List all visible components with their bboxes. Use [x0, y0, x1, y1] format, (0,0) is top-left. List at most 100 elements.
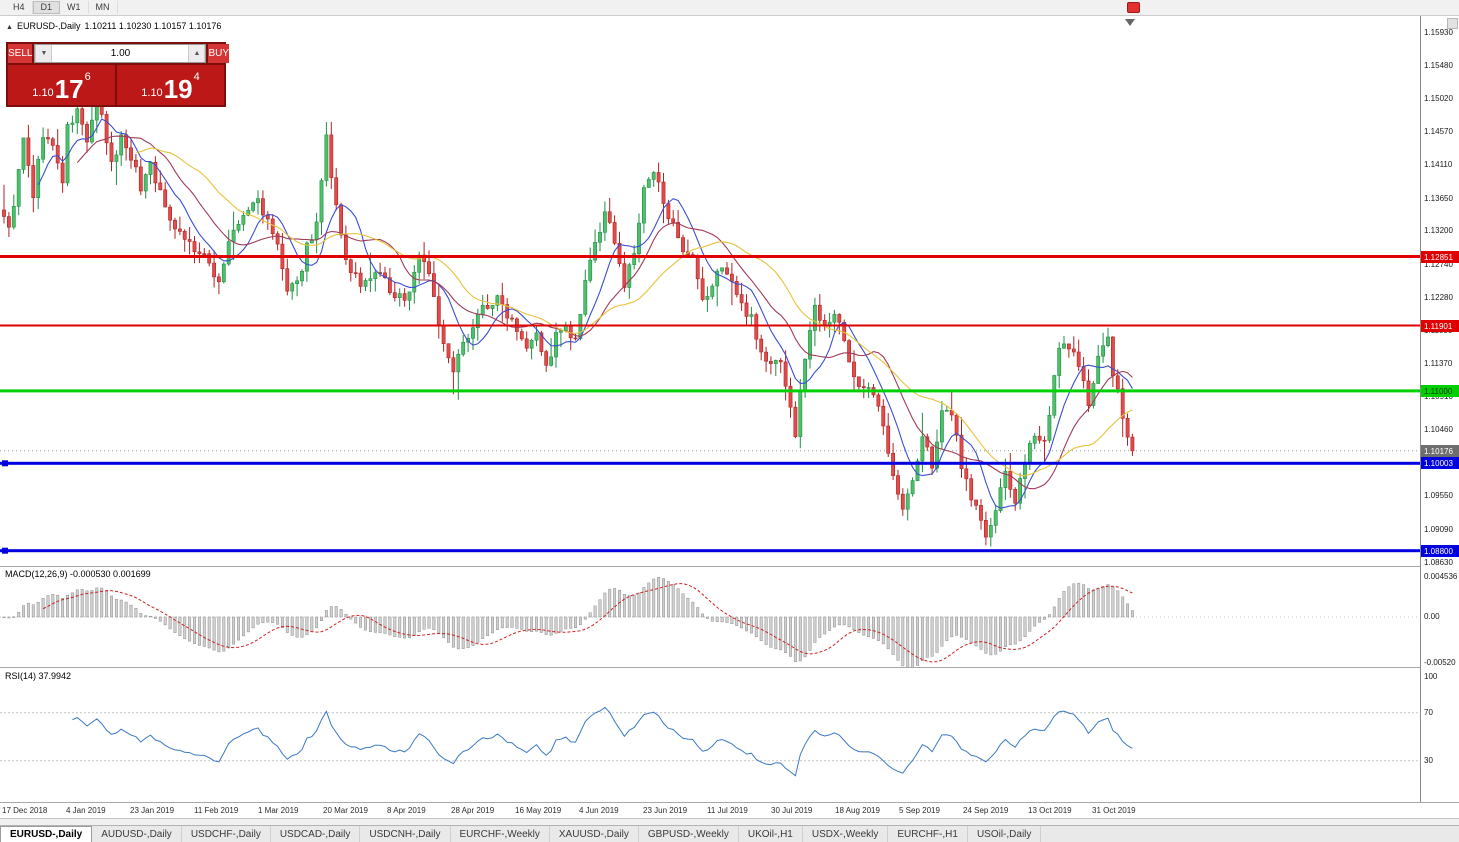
date-label: 20 Mar 2019: [323, 806, 368, 815]
timeframe-d1-button[interactable]: D1: [32, 1, 61, 14]
date-label: 5 Sep 2019: [899, 806, 940, 815]
collapse-panel-icon[interactable]: ▲: [6, 24, 13, 31]
horizontal-line-1.088[interactable]: [0, 549, 1420, 553]
chart-tab-bar: EURUSD-,Daily AUDUSD-,Daily USDCHF-,Daily U…: [0, 825, 1459, 842]
macd-scale-label: 0.004536: [1424, 572, 1458, 581]
timeframe-mn-button[interactable]: MN: [89, 1, 118, 14]
price-tick-label: 1.09550: [1424, 491, 1453, 500]
scale-corner-button[interactable]: [1447, 18, 1458, 29]
rsi-scale-label: 100: [1424, 672, 1438, 681]
horizontal-scrollbar[interactable]: [0, 818, 1459, 825]
horizontal-line-1.12851[interactable]: [0, 255, 1420, 258]
date-label: 11 Feb 2019: [194, 806, 239, 815]
date-label: 18 Aug 2019: [835, 806, 880, 815]
ma-28-line: [135, 147, 1133, 477]
price-chart[interactable]: [0, 16, 1421, 566]
volume-input[interactable]: [52, 45, 189, 62]
price-tick-label: 1.13200: [1424, 226, 1453, 235]
buy-button[interactable]: BUY: [208, 44, 230, 63]
chart-tab-gbpusd-weekly[interactable]: GBPUSD-,Weekly: [639, 826, 739, 842]
ohlc-values: 1.10211 1.10230 1.10157 1.10176: [84, 21, 222, 31]
macd-histogram: [2, 577, 1134, 667]
price-axis-line: [1420, 16, 1421, 802]
price-tick-label: 1.14110: [1424, 160, 1453, 169]
price-tick-label: 1.15480: [1424, 61, 1453, 70]
date-label: 17 Dec 2018: [2, 806, 48, 815]
macd-scale-label: 0.00: [1424, 612, 1440, 621]
date-label: 13 Oct 2019: [1028, 806, 1072, 815]
horizontal-line-1.11[interactable]: [0, 389, 1420, 393]
ma-8-line: [37, 118, 1133, 509]
price-tag: 1.10176: [1421, 445, 1459, 457]
chart-tab-eurusd-daily[interactable]: EURUSD-,Daily: [0, 826, 93, 842]
rsi-line: [72, 706, 1133, 777]
sell-price-big: 17: [54, 74, 84, 104]
date-label: 23 Jun 2019: [643, 806, 688, 815]
sell-button[interactable]: SELL: [8, 44, 33, 63]
sell-price-pip: 6: [84, 71, 91, 83]
timeframe-h4-button[interactable]: H4: [6, 1, 33, 14]
chart-shift-marker[interactable]: [1125, 19, 1135, 26]
date-label: 31 Oct 2019: [1092, 806, 1136, 815]
date-label: 28 Apr 2019: [451, 806, 495, 815]
line-handle[interactable]: [2, 460, 8, 467]
chart-tab-xauusd-daily[interactable]: XAUUSD-,Daily: [550, 826, 639, 842]
date-label: 16 May 2019: [515, 806, 562, 815]
price-tick-label: 1.12740: [1424, 260, 1453, 269]
horizontal-line-1.10003[interactable]: [0, 461, 1420, 465]
chart-tab-usdcnh-daily[interactable]: USDCNH-,Daily: [360, 826, 451, 842]
sell-price-display[interactable]: 1.10 17 6: [8, 65, 115, 105]
volume-decrease-button[interactable]: ▼: [35, 45, 53, 62]
price-tick-label: 1.09090: [1424, 525, 1453, 534]
date-label: 1 Mar 2019: [258, 806, 299, 815]
date-label: 4 Jan 2019: [66, 806, 106, 815]
horizontal-line-1.11901[interactable]: [0, 324, 1420, 327]
date-label: 24 Sep 2019: [963, 806, 1009, 815]
timeframe-toolbar: H4 D1 W1 MN: [0, 0, 1459, 16]
chart-tab-usdx-weekly[interactable]: USDX-,Weekly: [803, 826, 889, 842]
date-label: 11 Jul 2019: [707, 806, 748, 815]
line-handle[interactable]: [2, 547, 8, 554]
buy-price-pip: 4: [193, 71, 200, 83]
date-label: 30 Jul 2019: [771, 806, 813, 815]
price-tag: 1.11901: [1421, 320, 1459, 332]
macd-panel[interactable]: [0, 566, 1421, 667]
price-tag: 1.10003: [1421, 457, 1459, 469]
date-label: 4 Jun 2019: [579, 806, 619, 815]
timeframe-w1-button[interactable]: W1: [60, 1, 89, 14]
chart-tab-audusd-daily[interactable]: AUDUSD-,Daily: [92, 826, 182, 842]
macd-signal-line: [42, 583, 1133, 663]
chart-tab-usdcad-daily[interactable]: USDCAD-,Daily: [271, 826, 361, 842]
volume-increase-button[interactable]: ▲: [188, 45, 206, 62]
symbol-title: EURUSD-,Daily: [16, 21, 81, 31]
rsi-panel[interactable]: [0, 667, 1421, 802]
price-scale[interactable]: 1.15930 1.15480 1.15020 1.14570 1.14110 1.136…: [1421, 16, 1459, 802]
chart-tab-eurchf-h1[interactable]: EURCHF-,H1: [888, 826, 968, 842]
price-tick-label: 1.08630: [1424, 558, 1453, 567]
panel-separator[interactable]: [0, 667, 1459, 668]
candles: [2, 89, 1135, 547]
price-tick-label: 1.12280: [1424, 293, 1453, 302]
volume-stepper: ▼ ▲: [34, 44, 207, 63]
date-label: 8 Apr 2019: [387, 806, 426, 815]
macd-scale-label: -0.00520: [1424, 658, 1456, 667]
time-axis[interactable]: 17 Dec 2018 4 Jan 2019 23 Jan 2019 11 Feb 2…: [0, 802, 1459, 818]
price-tick-label: 1.15020: [1424, 94, 1453, 103]
buy-price-display[interactable]: 1.10 19 4: [117, 65, 224, 105]
price-tick-label: 1.14570: [1424, 127, 1453, 136]
chart-tab-ukoil-h1[interactable]: UKOil-,H1: [739, 826, 803, 842]
rsi-label: RSI(14) 37.9942: [5, 671, 72, 681]
price-tag: 1.11000: [1421, 385, 1459, 397]
rsi-scale-label: 30: [1424, 756, 1433, 765]
panel-separator[interactable]: [0, 566, 1459, 567]
chart-tab-usoil-daily[interactable]: USOil-,Daily: [968, 826, 1042, 842]
price-tag: 1.12851: [1421, 251, 1459, 263]
chart-tab-eurchf-weekly[interactable]: EURCHF-,Weekly: [451, 826, 550, 842]
macd-label: MACD(12,26,9) -0.000530 0.001699: [5, 569, 151, 579]
red-status-icon[interactable]: [1127, 2, 1140, 13]
sell-price-prefix: 1.10: [32, 87, 54, 99]
chart-tab-usdchf-daily[interactable]: USDCHF-,Daily: [182, 826, 271, 842]
date-label: 23 Jan 2019: [130, 806, 175, 815]
